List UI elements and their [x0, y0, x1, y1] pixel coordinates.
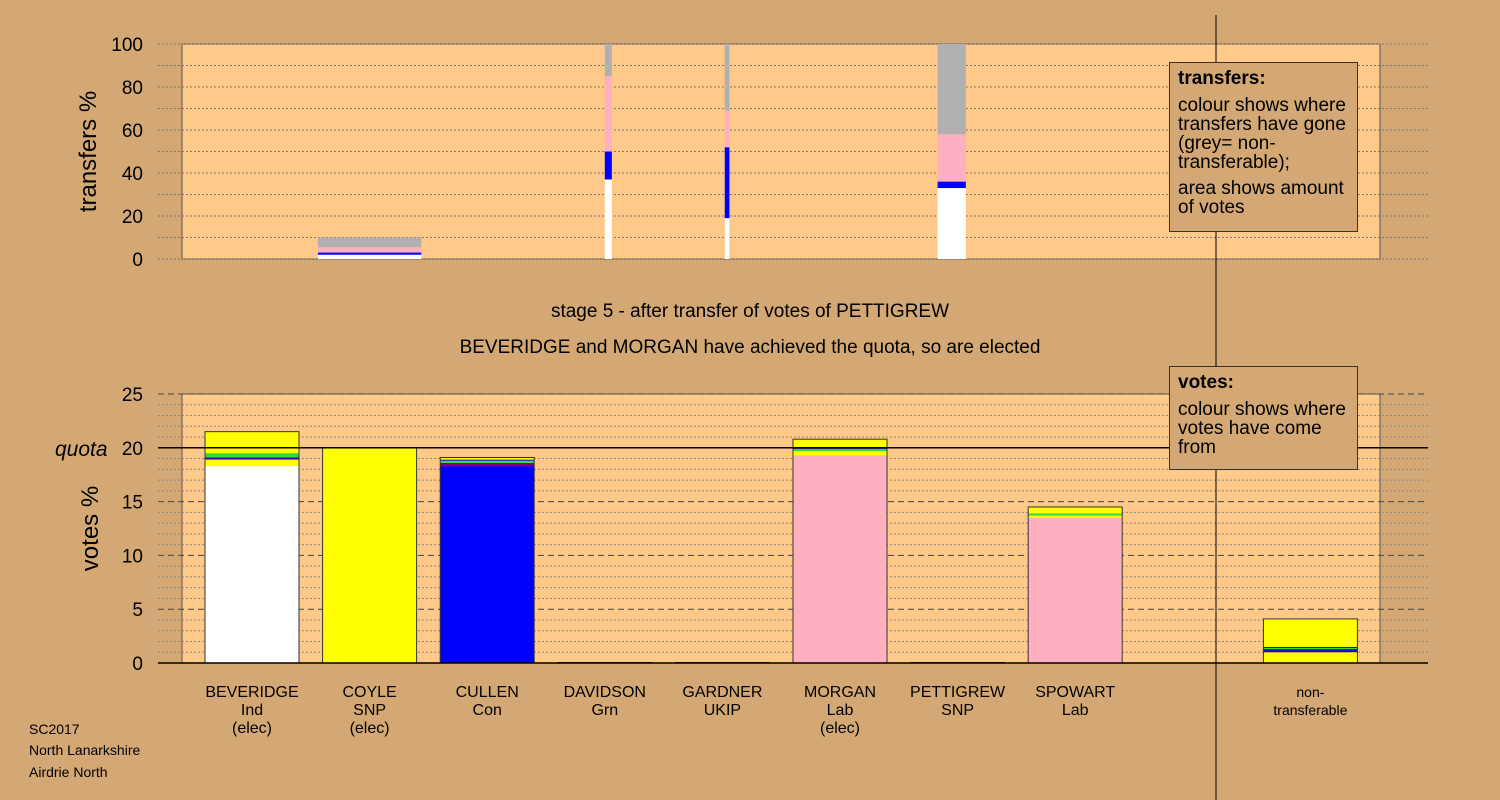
transfer-bar-3-Lab [937, 134, 966, 182]
transfer-bar-2-Lab [724, 110, 730, 148]
vote-bar-segment-5-SNP [793, 451, 887, 456]
footer-ward: Airdrie North [29, 764, 108, 780]
vote-bar-segment-9-UKIP [1263, 649, 1358, 651]
candidate-name-label: non- [1296, 684, 1324, 700]
transfers-legend-title: transfers: [1178, 68, 1266, 89]
vote-bar-segment-7-SNP [1028, 506, 1123, 514]
transfers-legend-line1: colour shows where transfers have gone (… [1178, 95, 1346, 173]
votes-tick-label: 25 [122, 385, 143, 406]
vote-bar-segment-2-Grn [440, 460, 535, 463]
candidate-name-label: CULLEN [456, 684, 519, 701]
candidate-party-label: Ind [241, 702, 263, 719]
transfer-bar-3-Con [937, 181, 966, 189]
elected-note: BEVERIDGE and MORGAN have achieved the q… [459, 337, 1041, 358]
candidate-party-label: Con [473, 702, 502, 719]
transfer-bar-1-nontransferable [604, 44, 612, 77]
transfers-tick-label: 0 [132, 250, 143, 271]
votes-tick-label: 20 [122, 439, 143, 460]
vote-bar-segment-0-SNP [205, 459, 299, 467]
vote-bar-segment-0-Grn [205, 453, 299, 458]
candidate-name-label: SPOWART [1035, 684, 1115, 701]
vote-bar-segment-5-SNP [793, 439, 887, 448]
footer-election: SC2017 [29, 721, 80, 737]
stage-title: stage 5 - after transfer of votes of PET… [550, 301, 950, 322]
transfers-tick-label: 100 [111, 35, 143, 56]
vote-bar-segment-7-Grn [1028, 513, 1123, 516]
votes-tick-label: 10 [122, 546, 143, 567]
transfer-bar-2-Ind [724, 218, 730, 259]
vote-bar-segment-0-Ind [205, 466, 299, 663]
transfers-tick-label: 60 [122, 121, 143, 142]
vote-bar-segment-7-Lab [1028, 517, 1123, 663]
transfer-bar-3-nontransferable [937, 44, 966, 135]
candidate-party-label: Grn [591, 702, 618, 719]
candidate-party-label: transferable [1273, 702, 1347, 718]
votes-axis-label: votes % [77, 486, 104, 571]
quota-label: quota [55, 438, 108, 461]
candidate-name-label: MORGAN [804, 684, 876, 701]
votes-legend: votes: colour shows where votes have com… [1169, 366, 1358, 470]
vote-bar-segment-2-Con [440, 459, 535, 461]
vote-bar-segment-5-Grn [793, 448, 887, 452]
vote-bar-segment-9-SNP [1263, 652, 1358, 663]
candidate-party-label: Lab [1062, 702, 1089, 719]
transfer-bar-2-nontransferable [724, 44, 730, 111]
vote-bar-segment-2-Con [440, 466, 535, 663]
vote-bar-segment-9-SNP [1263, 618, 1358, 647]
vote-bar-segment-7-SNP [1028, 515, 1123, 518]
candidate-party-label: UKIP [704, 702, 741, 719]
vote-bar-segment-0-UKIP [205, 458, 299, 460]
transfers-legend-line2: area shows amount of votes [1178, 178, 1344, 218]
transfers-axis-label: transfers % [75, 91, 102, 212]
vote-bar-segment-0-Con [205, 457, 299, 459]
transfer-bar-1-Con [604, 151, 612, 180]
transfers-tick-label: 40 [122, 164, 143, 185]
vote-bar-segment-2-UKIP [440, 462, 535, 467]
candidate-status-label: (elec) [232, 720, 272, 737]
votes-tick-label: 15 [122, 493, 143, 514]
candidate-party-label: SNP [941, 702, 974, 719]
vote-bar-segment-0-SNP [205, 431, 299, 454]
votes-legend-line1: colour shows where votes have come from [1178, 399, 1346, 458]
transfer-bar-1-Lab [604, 76, 612, 152]
transfer-bar-0-nontransferable [317, 237, 422, 248]
candidate-status-label: (elec) [820, 720, 860, 737]
candidate-name-label: COYLE [342, 684, 396, 701]
vote-bar-segment-2-SNP [440, 457, 535, 460]
footer-council: North Lanarkshire [29, 742, 141, 758]
vote-bar-segment-9-Con [1263, 646, 1358, 648]
candidate-name-label: PETTIGREW [910, 684, 1006, 701]
votes-legend-title: votes: [1178, 372, 1234, 393]
transfers-tick-label: 20 [122, 207, 143, 228]
votes-tick-label: 0 [132, 654, 143, 675]
transfer-bar-0-Con [317, 252, 422, 255]
candidate-name-label: BEVERIDGE [205, 684, 298, 701]
vote-bar-segment-1-SNP [322, 447, 417, 663]
vote-bar-segment-5-Lab [793, 455, 887, 663]
vote-bar-segment-9-Grn [1263, 647, 1358, 650]
transfer-bar-2-Con [724, 147, 730, 219]
transfer-bar-0-Ind [317, 254, 422, 259]
candidate-name-label: DAVIDSON [564, 684, 646, 701]
transfer-bar-0-Lab [317, 247, 422, 253]
vote-bar-segment-9-Con [1263, 650, 1358, 653]
candidate-status-label: (elec) [350, 720, 390, 737]
transfers-legend: transfers: colour shows where transfers … [1169, 62, 1358, 232]
transfers-tick-label: 80 [122, 78, 143, 99]
candidate-party-label: SNP [353, 702, 386, 719]
candidate-party-label: Lab [827, 702, 854, 719]
transfer-bar-1-Ind [604, 179, 612, 259]
candidate-name-label: GARDNER [682, 684, 762, 701]
transfer-bar-3-Ind [937, 188, 966, 259]
votes-tick-label: 5 [132, 600, 143, 621]
